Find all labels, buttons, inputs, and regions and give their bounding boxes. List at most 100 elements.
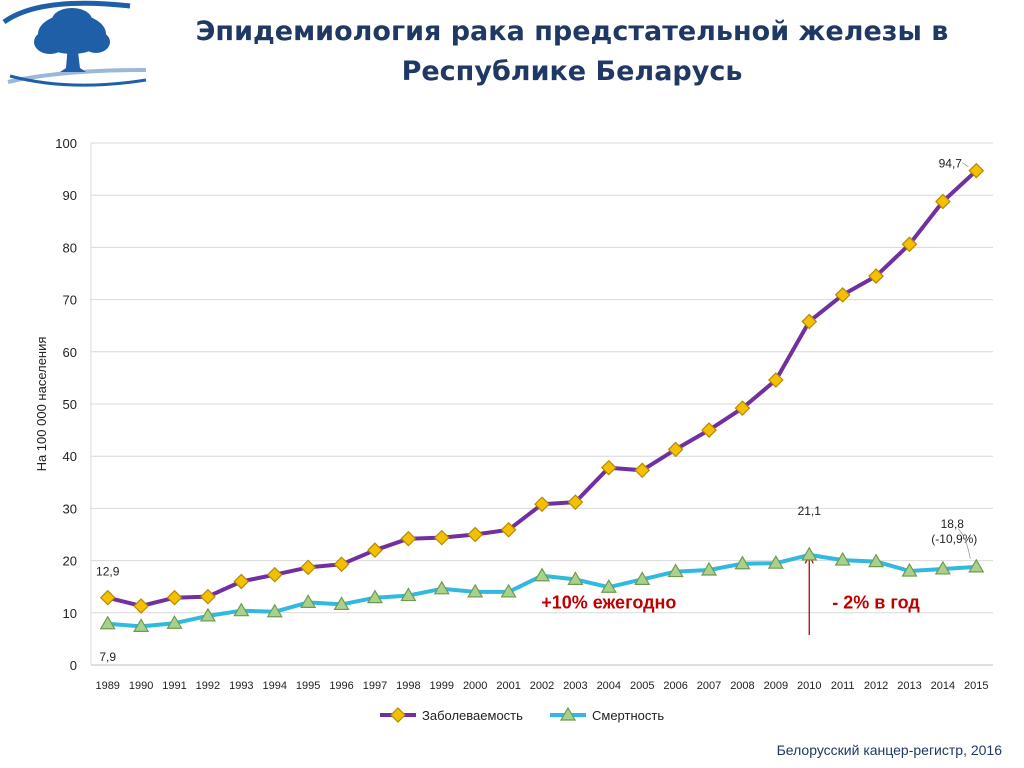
incidence-point xyxy=(233,573,250,590)
tree-icon xyxy=(34,8,110,72)
x-tick-label: 2007 xyxy=(697,680,721,692)
mortality-point xyxy=(868,553,885,568)
legend-label: Заболеваемость xyxy=(422,708,523,723)
mortality-point xyxy=(266,603,283,618)
mortality-point xyxy=(366,589,384,604)
mortality-point xyxy=(968,558,985,573)
mortality-point xyxy=(300,594,317,608)
mortality-point xyxy=(333,596,350,611)
mortality-point xyxy=(166,615,183,629)
y-tick-label: 40 xyxy=(63,449,77,464)
x-tick-label: 1993 xyxy=(229,680,253,692)
data-label: 94,7 xyxy=(939,157,963,171)
source-note: Белорусский канцер-регистр, 2016 xyxy=(776,742,1002,758)
incidence-point xyxy=(901,236,918,253)
line-chart: 0 10 20 30 40 50 60 70 80 90 100 1989 1990 1991 1992 19… xyxy=(34,136,993,723)
mortality-point xyxy=(667,563,684,578)
incidence-point xyxy=(701,422,717,438)
incidence-point xyxy=(935,193,951,210)
x-tick-label: 1994 xyxy=(262,680,286,692)
title-line-2: Республике Беларусь xyxy=(401,56,743,87)
incidence-point xyxy=(734,400,751,417)
x-tick-label: 2006 xyxy=(663,680,687,692)
y-tick-label: 100 xyxy=(55,136,77,151)
data-label: 18,8 xyxy=(941,517,965,531)
x-tick-label: 1989 xyxy=(95,680,119,692)
incidence-point xyxy=(634,462,651,479)
x-tick-label: 2000 xyxy=(463,680,487,692)
incidence-point xyxy=(534,496,550,513)
mortality-point xyxy=(801,546,818,561)
y-tick-label: 50 xyxy=(63,397,77,412)
y-axis-label: На 100 000 населения xyxy=(34,337,49,472)
mortality-point xyxy=(567,571,584,585)
x-tick-label: 2001 xyxy=(496,680,520,692)
incidence-point xyxy=(367,542,383,559)
incidence-point xyxy=(567,494,584,510)
y-tick-label: 70 xyxy=(63,293,77,308)
mortality-point xyxy=(233,602,250,617)
x-tick-label: 2004 xyxy=(597,680,621,692)
mortality-point xyxy=(934,560,951,575)
mortality-point xyxy=(99,615,116,630)
mortality-point xyxy=(133,618,150,632)
y-tick-label: 30 xyxy=(63,501,77,516)
y-tick-label: 80 xyxy=(63,240,77,255)
incidence-point xyxy=(467,526,484,543)
mortality-point xyxy=(533,567,551,582)
y-tick-label: 20 xyxy=(63,554,77,569)
x-tick-label: 2014 xyxy=(931,680,955,692)
trend-annotation: +10% ежегодно xyxy=(541,592,676,612)
incidence-point xyxy=(166,589,183,606)
incidence-point xyxy=(400,530,417,547)
x-tick-label: 2010 xyxy=(797,680,821,692)
x-tick-label: 1997 xyxy=(363,680,387,692)
incidence-point xyxy=(500,521,517,538)
data-label: 12,9 xyxy=(96,565,120,579)
x-tick-label: 2005 xyxy=(630,680,654,692)
incidence-point xyxy=(433,529,450,546)
trend-annotation: - 2% в год xyxy=(832,592,920,612)
legend-label: Смертность xyxy=(592,708,664,723)
x-tick-label: 1990 xyxy=(129,680,153,692)
x-tick-label: 2008 xyxy=(730,680,754,692)
incidence-point xyxy=(200,588,216,605)
y-tick-label: 90 xyxy=(63,188,77,203)
registry-logo xyxy=(2,0,147,87)
mortality-point xyxy=(467,583,484,598)
x-tick-label: 2012 xyxy=(864,680,888,692)
mortality-point xyxy=(400,587,417,602)
x-tick-label: 1992 xyxy=(196,680,220,692)
y-tick-label: 10 xyxy=(63,606,77,621)
series-line-incidence xyxy=(107,169,978,608)
incidence-point xyxy=(868,268,884,284)
mortality-point xyxy=(734,555,751,570)
data-label: (-10,9%) xyxy=(931,532,977,546)
data-label-leader xyxy=(962,162,969,167)
mortality-point xyxy=(500,583,517,598)
mortality-point xyxy=(634,571,651,585)
mortality-point xyxy=(901,562,918,577)
incidence-point xyxy=(133,598,149,614)
incidence-point xyxy=(600,459,617,476)
x-tick-label: 2003 xyxy=(563,680,587,692)
x-tick-label: 1998 xyxy=(396,680,420,692)
mortality-point xyxy=(433,580,450,595)
mortality-point xyxy=(700,561,718,576)
data-label: 7,9 xyxy=(99,650,116,664)
data-label: 21,1 xyxy=(798,504,822,518)
legend-swatch-marker xyxy=(559,706,577,721)
x-tick-label: 2015 xyxy=(964,680,988,692)
x-tick-label: 1996 xyxy=(329,680,353,692)
x-tick-label: 2013 xyxy=(897,680,921,692)
x-tick-label: 2009 xyxy=(764,680,788,692)
incidence-point xyxy=(968,162,985,179)
mortality-point xyxy=(600,579,617,593)
incidence-point xyxy=(768,372,784,388)
title-line-1: Эпидемиология рака предстательной железы… xyxy=(195,16,949,47)
x-tick-label: 2011 xyxy=(831,680,855,692)
mortality-point xyxy=(199,607,216,622)
incidence-point xyxy=(834,287,851,303)
incidence-point xyxy=(667,441,684,458)
incidence-point xyxy=(266,566,283,583)
